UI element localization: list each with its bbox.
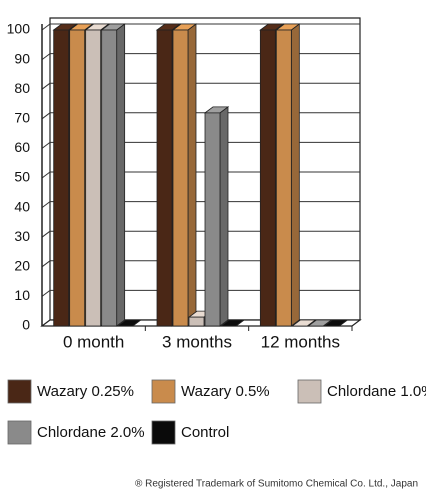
bar-side — [187, 23, 197, 327]
bar — [156, 29, 173, 327]
bar-side — [219, 106, 229, 327]
bar — [53, 29, 70, 327]
grid-line-depth — [41, 230, 51, 238]
legend-swatch — [297, 379, 322, 404]
y-tick-label: 90 — [14, 50, 30, 66]
bar — [275, 29, 292, 327]
y-tick-label: 10 — [14, 287, 30, 303]
y-tick-label: 40 — [14, 198, 30, 214]
bar-top — [323, 319, 349, 327]
bar-top — [219, 319, 246, 327]
bar-top — [291, 319, 317, 327]
bar — [85, 29, 102, 327]
y-tick-label: 50 — [14, 169, 30, 185]
y-tick-label: 20 — [14, 258, 30, 274]
grid-line-depth — [41, 201, 51, 209]
legend-label: Wazary 0.25% — [37, 383, 134, 400]
legend-swatch — [151, 379, 176, 404]
legend-swatch — [7, 420, 32, 445]
grid-line-depth — [41, 289, 51, 297]
y-tick-label: 0 — [22, 317, 30, 333]
legend-label: Chlordane 2.0% — [37, 424, 145, 441]
x-tick-label: 12 months — [261, 332, 340, 351]
bar-side — [290, 23, 300, 327]
bar — [188, 316, 205, 327]
grid-line-depth — [41, 141, 51, 149]
legend-swatch — [151, 420, 176, 445]
bar-top — [307, 319, 333, 327]
bar — [172, 29, 189, 327]
legend-swatch — [7, 379, 32, 404]
legend-label: Chlordane 1.0% — [327, 383, 426, 400]
bar-side — [116, 23, 126, 327]
y-tick-label: 80 — [14, 80, 30, 96]
legend-label: Wazary 0.5% — [181, 383, 270, 400]
grid-line-depth — [41, 82, 51, 90]
y-tick-label: 100 — [7, 21, 31, 37]
y-tick-label: 30 — [14, 228, 30, 244]
grid-line-depth — [41, 23, 51, 31]
grid-line-depth — [41, 260, 51, 268]
y-tick-label: 60 — [14, 139, 30, 155]
grid-line-depth — [41, 171, 51, 179]
legend-label: Control — [181, 424, 229, 441]
x-tick-label: 0 month — [63, 332, 124, 351]
bar — [259, 29, 276, 327]
grid-line-depth — [41, 112, 51, 120]
bar — [69, 29, 86, 327]
bar-top — [116, 319, 142, 327]
grid-line-depth — [41, 53, 51, 60]
bar — [101, 29, 118, 327]
x-tick-label: 3 months — [162, 332, 232, 351]
y-tick-label: 70 — [14, 110, 30, 126]
footnote: ® Registered Trademark of Sumitomo Chemi… — [135, 479, 418, 490]
bar — [204, 112, 221, 327]
